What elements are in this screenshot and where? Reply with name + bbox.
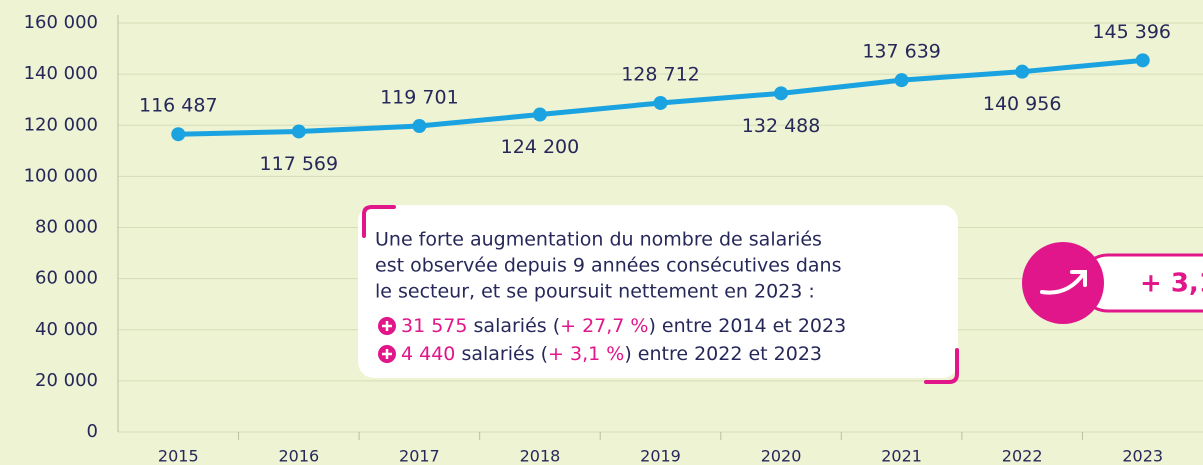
- data-label: 132 488: [742, 115, 821, 137]
- y-tick-label: 0: [87, 421, 98, 442]
- data-label: 137 639: [862, 41, 941, 63]
- y-tick-label: 60 000: [35, 268, 98, 289]
- marker: [291, 124, 306, 139]
- badge-circle: [1022, 242, 1104, 324]
- highlight: + 3,1 %: [548, 343, 624, 365]
- y-tick-label: 80 000: [35, 217, 98, 238]
- marker: [894, 73, 909, 88]
- bullet-plus: [382, 321, 392, 331]
- x-tick-label: 2023: [1122, 447, 1163, 465]
- text-segment: salariés (: [467, 315, 560, 337]
- x-tick-label: 2018: [520, 447, 561, 465]
- badge: + 3,1: [1022, 242, 1203, 324]
- text-segment: ) entre 2022 et 2023: [624, 343, 822, 365]
- marker: [774, 86, 789, 101]
- y-tick-label: 140 000: [24, 63, 98, 84]
- annotation-line: le secteur, et se poursuit nettement en …: [375, 281, 815, 303]
- bullet-text: 31 575 salariés (+ 27,7 %) entre 2014 et…: [401, 315, 846, 337]
- marker: [171, 127, 186, 142]
- bullet-plus: [382, 349, 392, 359]
- bullet-text: 4 440 salariés (+ 3,1 %) entre 2022 et 2…: [401, 343, 822, 365]
- bracket: [362, 205, 396, 238]
- badge-text: + 3,1: [1140, 269, 1203, 299]
- y-tick-label: 160 000: [24, 12, 98, 33]
- x-tick-label: 2015: [158, 447, 199, 465]
- annotation-box: [358, 205, 958, 378]
- highlight: 31 575: [401, 315, 467, 337]
- data-label: 128 712: [621, 63, 700, 85]
- data-label: 140 956: [983, 93, 1062, 115]
- data-label: 117 569: [260, 153, 339, 175]
- x-tick-label: 2019: [640, 447, 681, 465]
- plot: 116 487 117 569 119 701 124 200 128 712 132 4…: [139, 21, 1171, 175]
- x-tick-label: 2022: [1002, 447, 1043, 465]
- x-tick-label: 2016: [278, 447, 319, 465]
- badge-arrow: [1040, 270, 1087, 295]
- y-tick-label: 100 000: [24, 165, 98, 186]
- annotation-line: est observée depuis 9 années consécutive…: [375, 255, 842, 277]
- data-label: 116 487: [139, 95, 218, 117]
- data-label: 119 701: [380, 87, 459, 109]
- marker: [1135, 53, 1150, 68]
- text-segment: ) entre 2014 et 2023: [648, 315, 846, 337]
- bracket: [924, 348, 959, 384]
- highlight: 4 440: [401, 343, 455, 365]
- highlight: + 27,7 %: [560, 315, 648, 337]
- marker: [532, 107, 547, 122]
- x-tick-label: 2017: [399, 447, 440, 465]
- marker: [653, 95, 668, 110]
- marker: [1015, 64, 1030, 79]
- data-label: 145 396: [1092, 21, 1171, 43]
- y-tick-label: 20 000: [35, 370, 98, 391]
- x-tick-label: 2021: [881, 447, 922, 465]
- data-label: 124 200: [501, 136, 580, 158]
- annotation: Une forte augmentation du nombre de sala…: [358, 205, 959, 384]
- marker: [412, 119, 427, 134]
- text-segment: salariés (: [455, 343, 548, 365]
- y-tick-label: 120 000: [24, 114, 98, 135]
- annotation-line: Une forte augmentation du nombre de sala…: [375, 229, 822, 251]
- x-tick-label: 2020: [761, 447, 802, 465]
- y-tick-label: 40 000: [35, 319, 98, 340]
